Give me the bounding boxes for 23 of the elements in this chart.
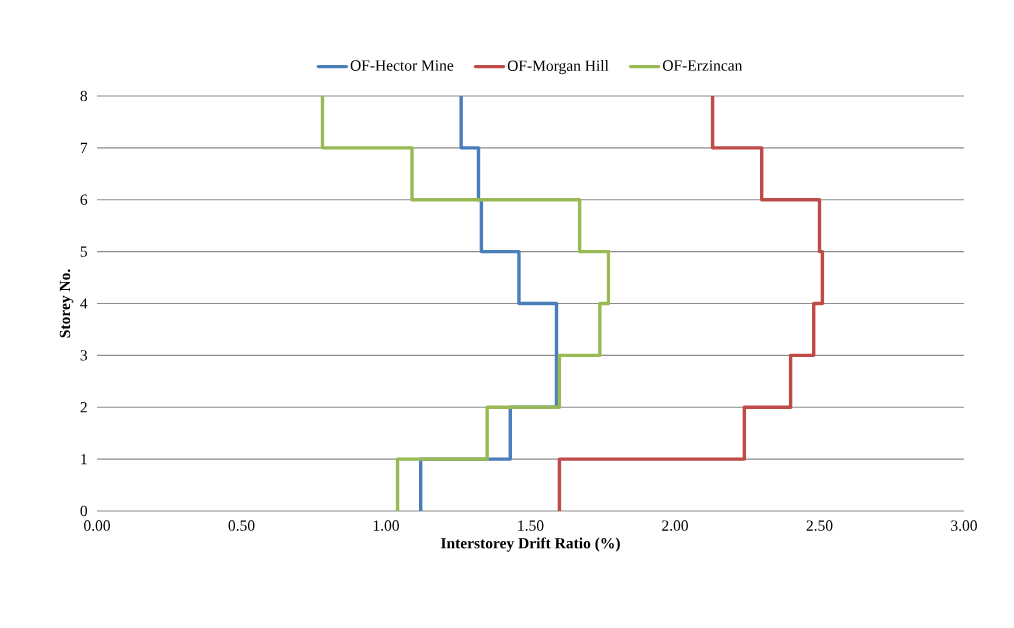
y-tick-label: 3 [80, 350, 88, 361]
line-series [557, 96, 825, 511]
legend-label: OF-Erzincan [662, 60, 743, 71]
y-tick-label: 0 [80, 505, 88, 517]
y-tick-label: 8 [80, 90, 88, 102]
x-tick-label: 3.00 [951, 520, 977, 531]
x-axis-title: Interstorey Drift Ratio (%) [441, 537, 620, 552]
y-tick-label: 7 [80, 142, 88, 153]
x-tick-label: 2.50 [806, 520, 833, 531]
y-tick-label: 4 [80, 298, 88, 309]
legend-label: OF-Morgan Hill [507, 60, 609, 75]
line-series [320, 96, 611, 511]
x-tick-label: 0.50 [228, 520, 255, 531]
x-tick-label: 1.50 [518, 520, 544, 531]
x-tick-label: 1.00 [373, 520, 399, 531]
y-tick-label: 6 [80, 194, 88, 205]
y-tick-label: 1 [81, 454, 87, 465]
legend-label: OF-Hector Mine [350, 60, 454, 71]
y-tick-label: 2 [80, 402, 87, 413]
y-tick-label: 5 [80, 246, 88, 257]
y-axis-title: Storey No. [59, 269, 74, 338]
x-tick-label: 0.00 [84, 520, 110, 531]
x-tick-label: 2.00 [662, 520, 688, 531]
